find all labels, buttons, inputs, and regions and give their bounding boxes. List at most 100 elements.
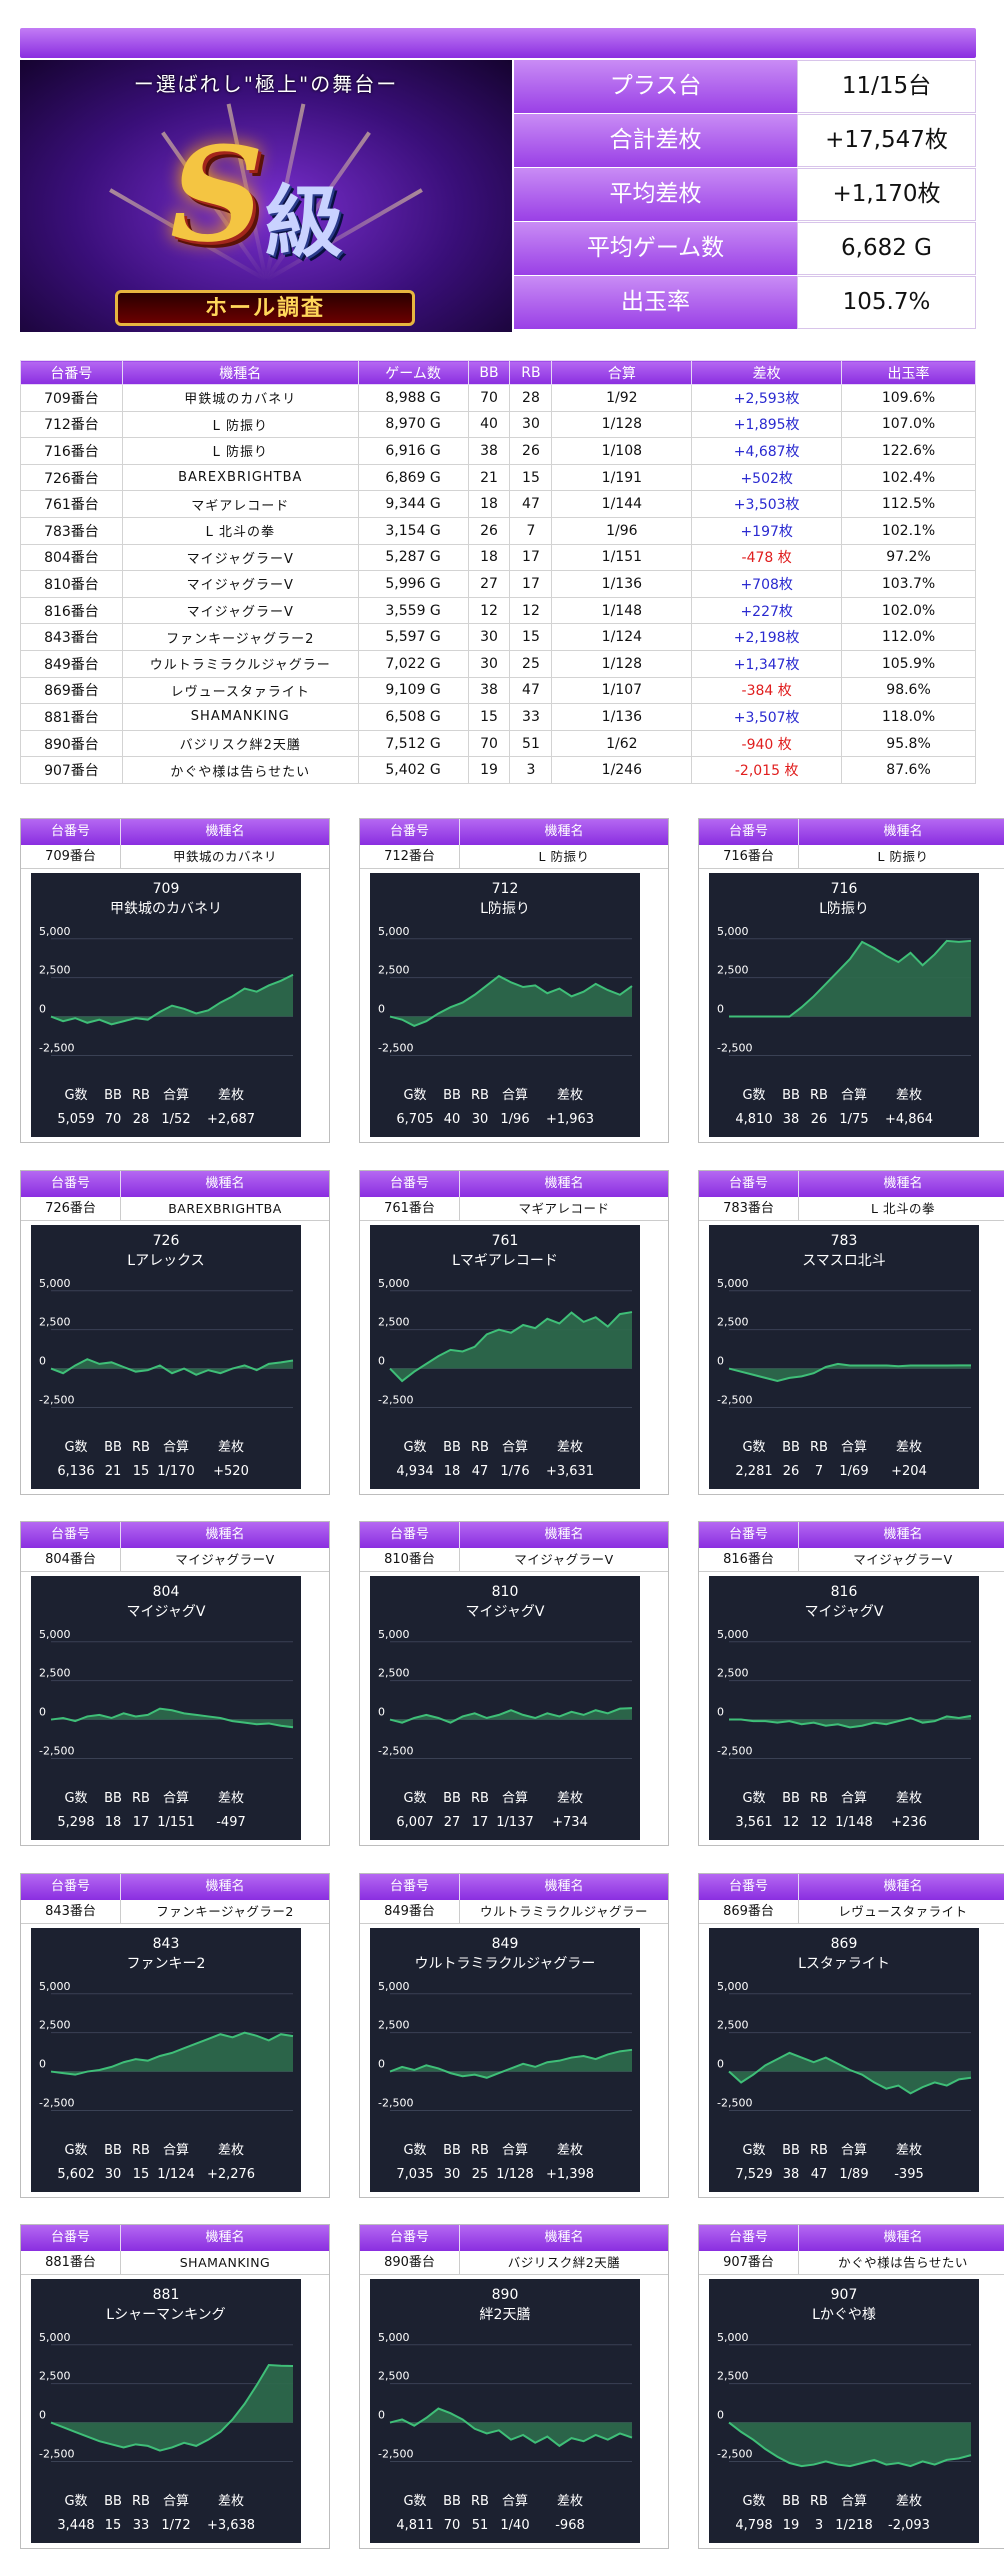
stat-label: G数 [403, 1088, 426, 1103]
table-body: 709番台 甲鉄城のカバネリ 8,988 G 70 28 1/92 +2,593枚 109.6… [20, 384, 976, 784]
y-tick-label: -2,500 [39, 1744, 74, 1757]
stat-value: 25 [472, 2167, 489, 2182]
chart-subtitle: マイジャグV [127, 1604, 206, 1620]
chart-subtitle: Lマギアレコード [452, 1253, 558, 1269]
chart-subtitle: ファンキー2 [127, 1956, 206, 1972]
table-cell: 907番台 [20, 756, 123, 784]
summary-value: 11/15台 [797, 60, 976, 113]
machine-card: 台番号 機種名 849番台 ウルトラミラクルジャグラー 849 ウルトラミラクルジャグラー… [359, 1873, 669, 2198]
table-cell: 881番台 [20, 703, 123, 731]
card-info-row: 907番台 かぐや様は告らせたい [699, 2251, 1004, 2275]
table-cell: +1,347枚 [691, 649, 843, 678]
card-machine-name: L 北斗の拳 [871, 1201, 935, 1216]
card-header-unit: 台番号 [360, 1171, 460, 1197]
card-info-row: 761番台 マギアレコード [360, 1197, 668, 1221]
table-cell: -2,015 枚 [691, 756, 843, 784]
graph-svg: 783 スマスロ北斗 5,000 2,500 0 -2,500 G数 BB RB 合算 差枚 2,28… [717, 1233, 971, 1479]
table-header-cell: BB [467, 360, 511, 385]
table-cell: マギアレコード [121, 490, 359, 518]
graph-svg: 890 絆2天膳 5,000 2,500 0 -2,500 G数 BB RB 合算 差枚 4,811 7… [378, 2287, 633, 2533]
stat-label: RB [471, 1088, 489, 1103]
card-header-machine: 機種名 [121, 2225, 329, 2251]
stat-value: 1/128 [496, 2167, 533, 2182]
chart-panel: 761 Lマギアレコード 5,000 2,500 0 -2,500 G数 BB RB 合算 差枚 4,… [370, 1225, 640, 1489]
stat-value: 1/75 [839, 1112, 868, 1127]
machine-card: 台番号 機種名 810番台 マイジャグラーV 810 マイジャグV 5,000 2,500 0 -… [359, 1521, 669, 1846]
machine-card: 台番号 機種名 726番台 BAREXBRIGHTBA 726 Lアレックス 5,000 2,… [20, 1170, 330, 1495]
y-tick-label: 5,000 [378, 1628, 410, 1641]
card-unit-number: 907番台 [699, 2251, 799, 2274]
stat-value: -395 [894, 2167, 924, 2182]
stat-value: +1,398 [546, 2167, 594, 2182]
table-cell: 47 [509, 676, 553, 705]
stat-value: 5,298 [57, 1815, 94, 1830]
table-cell: +3,503枚 [691, 490, 843, 518]
table-row: 783番台 L 北斗の拳 3,154 G 26 7 1/96 +197枚 102.1% [20, 516, 976, 545]
table-cell: 18 [467, 543, 511, 572]
series-line [50, 1358, 294, 1376]
chart-title: 783 [831, 1233, 858, 1249]
table-cell: ウルトラミラクルジャグラー [121, 649, 359, 678]
stat-value: 15 [105, 2518, 122, 2533]
table-cell: 28 [509, 384, 553, 412]
y-tick-label: 5,000 [378, 2331, 410, 2344]
table-cell: 102.1% [841, 516, 976, 545]
stat-label: 差枚 [557, 1440, 583, 1455]
card-header-unit: 台番号 [360, 2225, 460, 2251]
chart-panel: 709 甲鉄城のカバネリ 5,000 2,500 0 -2,500 G数 BB RB 合算 差枚 5,… [31, 873, 301, 1137]
card-header: 台番号 機種名 [21, 2225, 329, 2251]
card-unit-number: 761番台 [360, 1197, 460, 1220]
chart-panel: 907 Lかぐや様 5,000 2,500 0 -2,500 G数 BB RB 合算 差枚 4,798… [709, 2279, 979, 2543]
y-tick-label: -2,500 [39, 2096, 74, 2109]
graph-svg: 907 Lかぐや様 5,000 2,500 0 -2,500 G数 BB RB 合算 差枚 4,798… [717, 2287, 972, 2533]
card-header-machine: 機種名 [799, 1171, 1004, 1197]
card-header-unit: 台番号 [360, 819, 460, 845]
stat-value: 26 [811, 1112, 828, 1127]
card-info-row: 709番台 甲鉄城のカバネリ [21, 845, 329, 869]
stat-label: 合算 [502, 2494, 528, 2509]
stat-label: 差枚 [896, 1088, 922, 1103]
card-machine-name: レヴュースタァライト [838, 1904, 968, 1919]
table-cell: 1/128 [551, 649, 693, 678]
banner-motto: ー選ばれし"極上"の舞台ー [133, 72, 399, 96]
y-tick-label: -2,500 [717, 2096, 752, 2109]
table-cell: 87.6% [841, 756, 976, 784]
stat-label: 合算 [841, 1791, 867, 1806]
stat-value: 3 [815, 2518, 823, 2533]
table-cell: +2,593枚 [691, 384, 843, 412]
card-header-machine: 機種名 [121, 1874, 329, 1900]
card-header: 台番号 機種名 [21, 1522, 329, 1548]
table-cell: 107.0% [841, 410, 976, 439]
y-tick-label: 5,000 [39, 1628, 71, 1641]
card-header: 台番号 機種名 [699, 2225, 1004, 2251]
card-info-row: 804番台 マイジャグラーV [21, 1548, 329, 1572]
y-tick-label: 2,500 [39, 964, 71, 977]
table-cell: 6,869 G [357, 463, 469, 492]
table-cell: +4,687枚 [691, 437, 843, 465]
hall-banner: ー選ばれし"極上"の舞台ー S 級 ホール調査 [20, 60, 512, 332]
table-cell: 1/128 [551, 410, 693, 439]
table-cell: 30 [467, 649, 511, 678]
table-cell: L 防振り [121, 410, 359, 439]
stat-label: 合算 [841, 1440, 867, 1455]
stat-label: 合算 [841, 1088, 867, 1103]
card-header-unit: 台番号 [699, 819, 799, 845]
table-cell: 12 [467, 596, 511, 625]
stat-value: 30 [472, 1112, 489, 1127]
y-tick-label: 0 [39, 1003, 46, 1016]
table-cell: 1/144 [551, 490, 693, 518]
card-header-machine: 機種名 [460, 2225, 668, 2251]
table-cell: +3,507枚 [691, 703, 843, 731]
table-cell: 5,287 G [357, 543, 469, 572]
y-tick-label: 0 [717, 1355, 724, 1368]
series-line [729, 939, 972, 1018]
summary-row: プラス台 11/15台 [514, 60, 976, 113]
stat-value: 5,059 [57, 1112, 94, 1127]
card-header-machine: 機種名 [799, 1874, 1004, 1900]
table-cell: 1/136 [551, 703, 693, 731]
table-cell: 7 [509, 516, 553, 545]
table-header-cell: 合算 [551, 360, 693, 385]
y-tick-label: 5,000 [717, 1277, 749, 1290]
table-cell: 1/136 [551, 570, 693, 598]
stat-label: BB [443, 2494, 461, 2509]
